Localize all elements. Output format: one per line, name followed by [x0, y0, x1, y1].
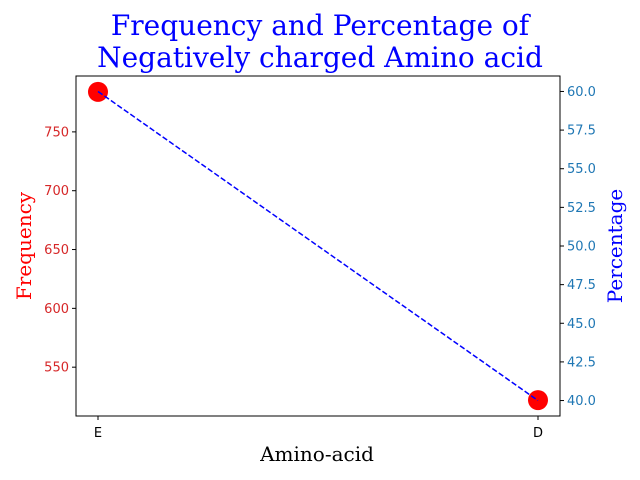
right-tick-label: 52.5	[567, 201, 596, 216]
x-axis-label: Amino-acid	[259, 442, 374, 466]
left-tick-label: 550	[44, 361, 69, 376]
plot-area: E D 550 600 650 700 750 40.0 42.5 45.0 47.5 50.0 52.…	[44, 75, 596, 441]
percentage-line	[97, 90, 539, 402]
left-tick-label: 600	[44, 302, 69, 317]
right-tick-label: 45.0	[567, 317, 596, 332]
right-tick-label: 42.5	[567, 355, 596, 370]
x-tick-label: E	[94, 426, 102, 441]
left-tick-label: 700	[44, 184, 69, 199]
right-tick-label: 50.0	[567, 240, 596, 255]
right-y-axis-label: Percentage	[603, 189, 627, 303]
right-tick-label: 47.5	[567, 278, 596, 293]
chart-title-line-2: Negatively charged Amino acid	[97, 41, 543, 74]
left-tick-label: 650	[44, 243, 69, 258]
right-tick-label: 55.0	[567, 162, 596, 177]
left-tick-label: 750	[44, 125, 69, 140]
left-y-axis-label: Frequency	[12, 191, 36, 300]
x-tick-label: D	[533, 426, 543, 441]
right-tick-label: 60.0	[567, 85, 596, 100]
right-tick-label: 40.0	[567, 394, 596, 409]
right-tick-label: 57.5	[567, 124, 596, 139]
chart-title-line-1: Frequency and Percentage of	[111, 9, 532, 42]
